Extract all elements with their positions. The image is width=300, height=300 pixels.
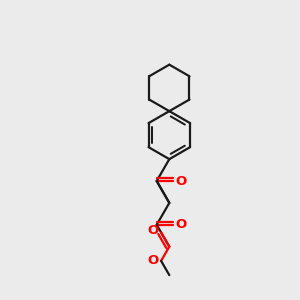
Text: O: O	[148, 224, 159, 237]
Text: O: O	[176, 218, 187, 231]
Text: O: O	[148, 254, 159, 267]
Text: O: O	[176, 175, 187, 188]
